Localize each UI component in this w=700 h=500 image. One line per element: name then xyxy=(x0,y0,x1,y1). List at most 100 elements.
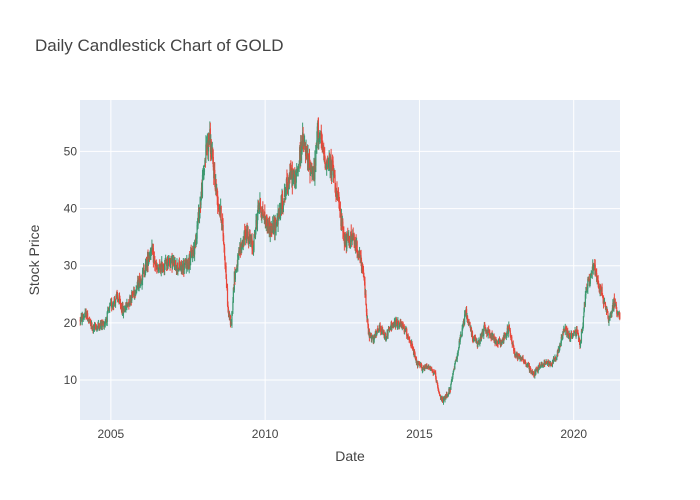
candle-body xyxy=(452,373,454,378)
candle-body xyxy=(267,220,269,228)
candlestick xyxy=(603,297,606,303)
candle-body xyxy=(222,224,224,237)
candle-body xyxy=(143,268,145,275)
candlestick xyxy=(365,290,367,306)
candle-body xyxy=(234,271,236,280)
candle-body xyxy=(453,368,455,372)
candle-body xyxy=(583,311,585,316)
candlestick xyxy=(175,264,177,271)
candle-body xyxy=(466,316,469,321)
candle-body xyxy=(223,247,226,258)
candle-body xyxy=(237,254,239,267)
candle-body xyxy=(220,206,222,223)
candle-body xyxy=(581,330,584,333)
candle-body xyxy=(334,174,336,184)
candle-body xyxy=(475,338,477,343)
candle-body xyxy=(414,353,416,358)
candle-body xyxy=(295,171,297,183)
candle-body xyxy=(87,313,89,321)
candle-body xyxy=(109,305,111,309)
candle-body xyxy=(225,279,228,288)
candle-body xyxy=(326,160,328,171)
candlestick xyxy=(225,274,228,289)
candle-body xyxy=(226,288,229,306)
y-tick-label: 30 xyxy=(64,259,78,273)
candle-body xyxy=(116,295,119,299)
candle-body xyxy=(410,340,412,344)
candle-body xyxy=(224,256,226,266)
candle-body xyxy=(167,264,169,268)
candle-body xyxy=(91,324,93,328)
candle-body xyxy=(554,356,557,359)
candlestick xyxy=(319,132,321,144)
candle-body xyxy=(591,270,593,274)
candle-body xyxy=(508,324,510,330)
candle-body xyxy=(571,332,573,337)
candle-body xyxy=(432,370,434,374)
candle-body xyxy=(356,241,358,253)
y-tick-label: 50 xyxy=(64,144,78,158)
candle-body xyxy=(160,264,162,272)
candlestick xyxy=(315,144,317,173)
candle-body xyxy=(619,312,621,319)
candlestick xyxy=(387,329,389,339)
candle-body xyxy=(232,287,235,303)
candle-body xyxy=(141,270,144,281)
candle-body xyxy=(406,328,408,337)
candle-body xyxy=(497,344,499,346)
candle-body xyxy=(80,317,82,322)
candle-body xyxy=(454,363,456,369)
candle-body xyxy=(481,330,483,337)
x-axis-title: Date xyxy=(335,448,365,464)
candle-body xyxy=(292,173,294,186)
candlestick xyxy=(582,316,585,329)
candle-body xyxy=(573,332,575,336)
candlestick xyxy=(203,167,206,176)
candle-body xyxy=(197,217,199,226)
candlestick xyxy=(600,284,602,291)
candle-body xyxy=(601,287,603,295)
candle-body xyxy=(436,381,438,383)
candle-body xyxy=(552,358,555,363)
candle-body xyxy=(251,238,253,250)
candle-body xyxy=(402,325,404,328)
candle-body xyxy=(450,383,452,390)
candle-body xyxy=(323,146,325,155)
candle-body xyxy=(196,225,198,239)
candle-body xyxy=(585,291,587,296)
candle-body xyxy=(346,236,348,249)
candlestick xyxy=(183,263,185,275)
candle-body xyxy=(93,325,96,328)
candle-body xyxy=(315,145,317,166)
candle-body xyxy=(282,206,285,208)
candle-body xyxy=(187,261,189,266)
candle-body xyxy=(615,304,617,310)
x-tick-label: 2015 xyxy=(406,427,433,441)
candle-body xyxy=(405,329,407,332)
candle-body xyxy=(546,361,548,363)
candle-body xyxy=(194,241,196,255)
candle-body xyxy=(253,234,255,251)
candle-body xyxy=(339,209,342,212)
y-tick-label: 40 xyxy=(64,202,78,216)
candle-body xyxy=(539,367,541,369)
candle-body xyxy=(607,313,609,318)
candle-body xyxy=(399,323,401,327)
candle-body xyxy=(211,153,213,158)
candle-body xyxy=(424,365,426,367)
candle-body xyxy=(319,134,321,136)
candle-body xyxy=(489,329,491,336)
candle-body xyxy=(588,278,590,283)
x-tick-labels: 2005 2010 2015 2020 xyxy=(98,427,588,441)
candle-body xyxy=(185,260,187,269)
candle-body xyxy=(438,389,440,393)
candle-body xyxy=(365,304,368,313)
candle-body xyxy=(336,188,338,192)
candle-body xyxy=(111,301,113,308)
candle-body xyxy=(524,361,527,363)
candle-body xyxy=(255,220,257,229)
candlestick xyxy=(251,233,253,255)
candle-body xyxy=(548,361,551,365)
candle-body xyxy=(580,330,583,342)
